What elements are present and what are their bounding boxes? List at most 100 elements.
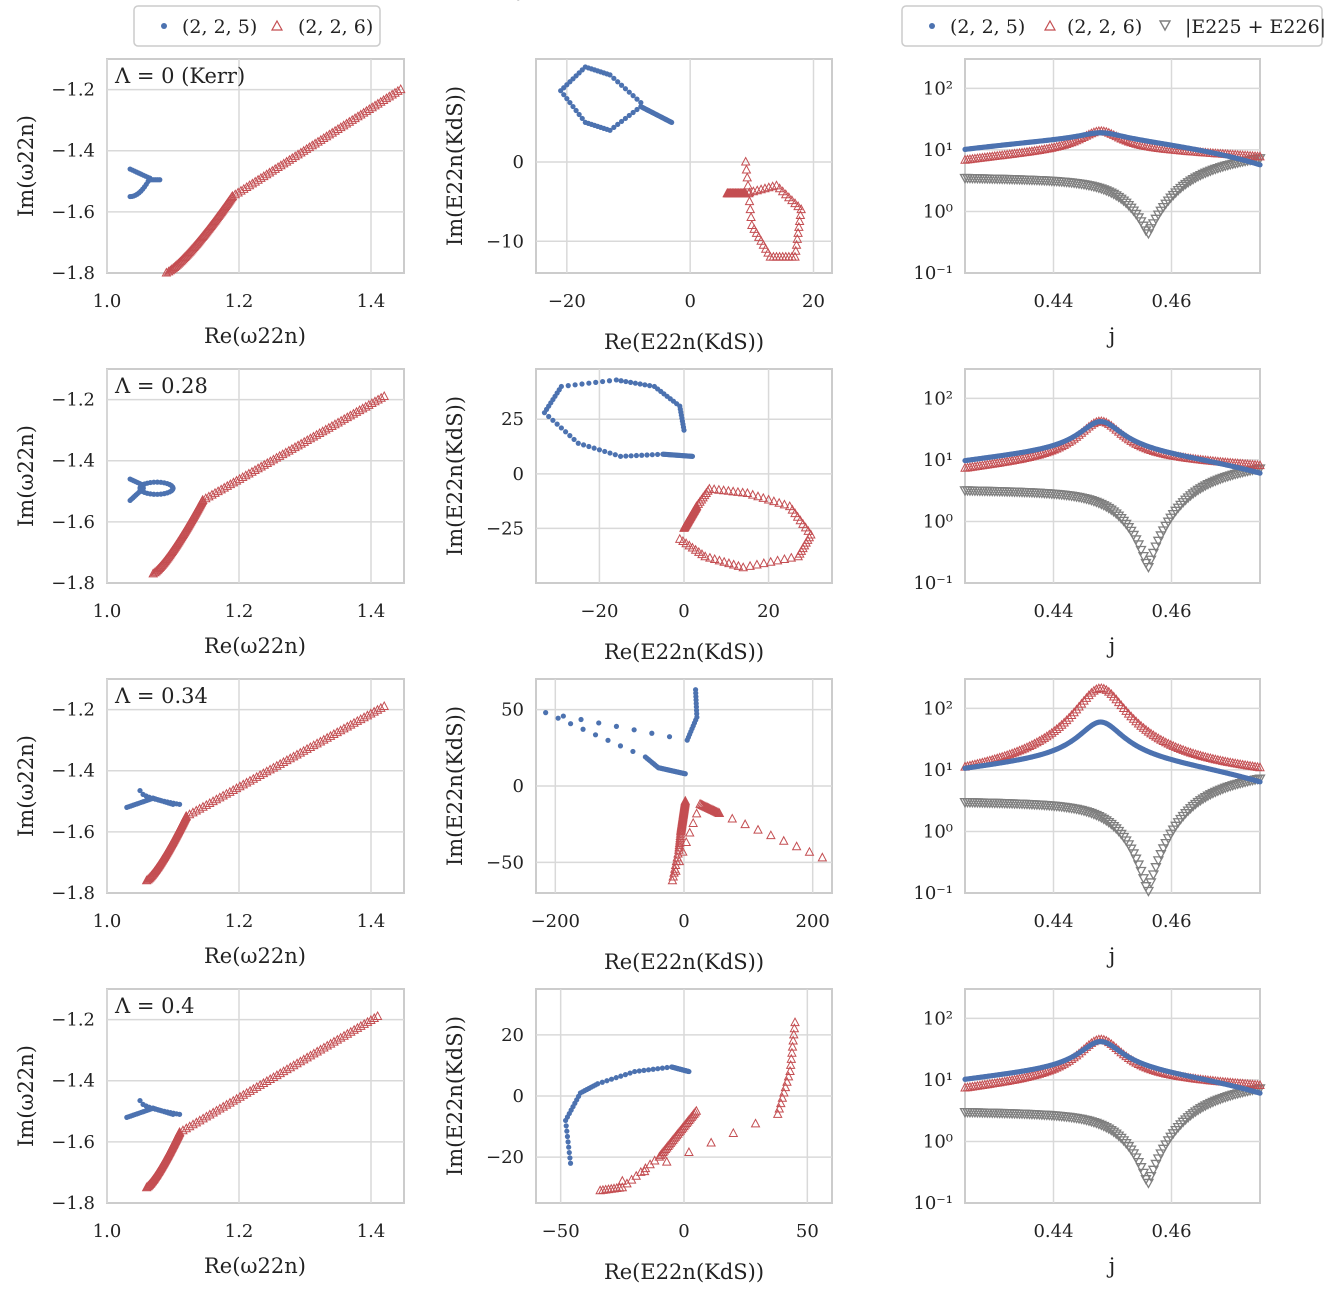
- point-226: [1148, 730, 1159, 740]
- point-226: [332, 727, 343, 737]
- point-226: [1128, 137, 1139, 148]
- y-tick-label: 10⁻¹: [913, 1193, 953, 1214]
- point-226: [1143, 726, 1154, 736]
- point-225: [642, 382, 648, 388]
- point-225: [645, 1067, 652, 1073]
- point-sum: [1222, 160, 1234, 171]
- point-sum: [1130, 854, 1142, 865]
- point-226: [674, 856, 685, 866]
- point-sum: [1120, 198, 1132, 209]
- point-sum: [1207, 165, 1219, 176]
- y-tick-label: 10: [501, 0, 524, 5]
- point-226: [1160, 737, 1171, 747]
- point-226: [372, 704, 383, 714]
- y-tick-label: −1.4: [51, 761, 95, 782]
- point-sum: [1219, 1092, 1231, 1103]
- point-226: [667, 875, 678, 885]
- point-sum: [1115, 1133, 1127, 1144]
- y-tick-label: −25: [486, 518, 524, 539]
- point-sum: [1135, 1163, 1147, 1174]
- point-226: [184, 809, 195, 819]
- point-sum: [1214, 474, 1226, 485]
- point-sum: [1182, 1113, 1194, 1124]
- point-226: [191, 805, 202, 815]
- point-226: [218, 1101, 229, 1111]
- point-sum: [1184, 1111, 1197, 1122]
- x-tick-label: 1.0: [93, 1221, 122, 1242]
- point-sum: [1209, 164, 1221, 175]
- y-tick-label: −1.6: [51, 822, 95, 843]
- x-tick-label: 1.0: [93, 911, 122, 932]
- point-226: [1255, 762, 1265, 772]
- point-226: [312, 738, 322, 748]
- x-tick-label: 0.46: [1151, 1221, 1191, 1242]
- point-sum: [1147, 548, 1160, 559]
- point-226: [258, 1077, 269, 1087]
- point-225: [558, 383, 564, 390]
- point-sum: [1229, 1089, 1241, 1100]
- point-226: [235, 781, 245, 791]
- x-tick-label: 1.0: [93, 601, 122, 622]
- point-225: [592, 732, 599, 738]
- point-226: [315, 736, 326, 746]
- point-226: [782, 1076, 792, 1086]
- point-226: [1165, 739, 1176, 749]
- y-tick-label: −1.8: [51, 573, 95, 594]
- point-226: [393, 85, 403, 95]
- point-226: [309, 1048, 319, 1058]
- legend-marker-225: [161, 23, 167, 29]
- point-226: [779, 553, 790, 564]
- point-226: [345, 719, 356, 729]
- x-axis-label: j: [1106, 1254, 1116, 1278]
- x-axis-label: Re(ω22n): [204, 1254, 306, 1278]
- point-sum: [1145, 555, 1157, 566]
- legend-label-225: (2, 2, 5): [182, 16, 257, 38]
- point-sum: [1224, 1091, 1236, 1102]
- point-226: [275, 1068, 286, 1078]
- point-sum: [1219, 783, 1231, 794]
- point-226: [688, 817, 699, 827]
- point-225: [579, 115, 585, 122]
- point-sum: [1217, 473, 1229, 484]
- point-sum: [1118, 1136, 1130, 1147]
- point-225: [623, 453, 629, 459]
- point-226: [684, 1146, 694, 1157]
- point-226: [1056, 719, 1067, 729]
- point-226: [325, 730, 336, 740]
- point-226: [678, 535, 688, 546]
- x-tick-label: 200: [796, 911, 830, 932]
- point-sum: [1150, 1159, 1162, 1170]
- point-sum: [1145, 1171, 1157, 1182]
- point-225: [634, 106, 640, 113]
- point-226: [763, 182, 774, 192]
- point-225: [600, 378, 606, 385]
- x-tick-label: −20: [580, 601, 618, 622]
- point-sum: [1202, 791, 1214, 802]
- point-225: [649, 730, 655, 736]
- point-226: [329, 728, 339, 738]
- point-226: [684, 540, 695, 550]
- point-226: [752, 559, 762, 569]
- point-226: [714, 807, 725, 818]
- point-226: [1195, 750, 1206, 760]
- point-226: [709, 484, 719, 494]
- point-225: [628, 453, 634, 459]
- point-226: [742, 487, 753, 497]
- point-226: [204, 1109, 215, 1119]
- point-225: [554, 421, 560, 427]
- point-225: [617, 453, 624, 459]
- point-sum: [1192, 485, 1204, 496]
- point-226: [238, 779, 249, 789]
- point-sum: [1217, 784, 1229, 795]
- point-225: [611, 75, 617, 81]
- point-226: [191, 1117, 202, 1127]
- point-sum: [1157, 844, 1169, 855]
- point-225: [669, 1064, 675, 1070]
- x-axis-label: Re(ω22n): [204, 324, 306, 348]
- point-226: [265, 1073, 276, 1084]
- point-225: [566, 1144, 572, 1150]
- point-225: [137, 787, 143, 794]
- y-tick-label: −1.2: [51, 390, 95, 411]
- point-sum: [1145, 878, 1157, 889]
- point-226: [783, 192, 794, 202]
